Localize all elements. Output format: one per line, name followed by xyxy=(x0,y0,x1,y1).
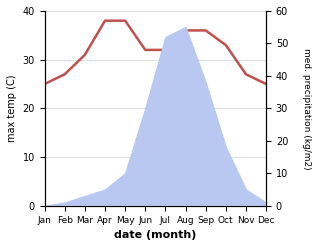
Y-axis label: max temp (C): max temp (C) xyxy=(7,75,17,142)
X-axis label: date (month): date (month) xyxy=(114,230,197,240)
Y-axis label: med. precipitation (kg/m2): med. precipitation (kg/m2) xyxy=(302,48,311,169)
